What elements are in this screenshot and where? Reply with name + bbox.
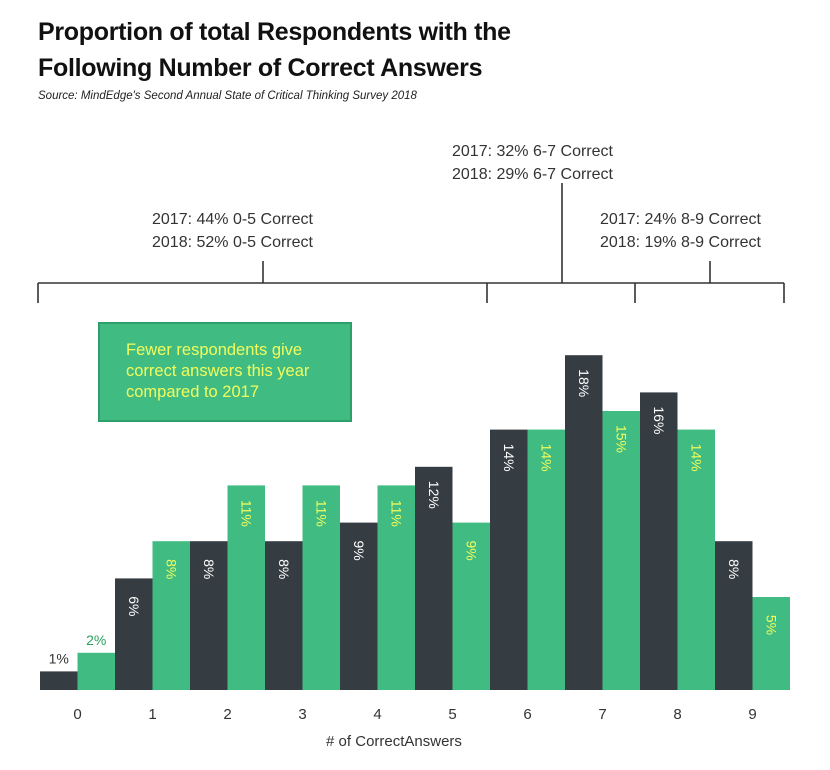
bar-label-2017-3: 8%	[276, 559, 292, 579]
bar-2017-5	[415, 466, 453, 690]
bar-label-2017-6: 14%	[501, 444, 517, 472]
bar-label-2018-0: 2%	[86, 632, 106, 648]
bar-label-2017-4: 9%	[351, 540, 367, 560]
callout-box: Fewer respondents give correct answers t…	[98, 322, 352, 422]
bracket-annotation-0-5: 2017: 44% 0-5 Correct 2018: 52% 0-5 Corr…	[152, 208, 313, 254]
x-axis-title: # of CorrectAnswers	[326, 733, 462, 750]
bars	[40, 355, 790, 690]
bar-label-2017-7: 18%	[576, 369, 592, 397]
chart-title-line-1: Proportion of total Respondents with the	[38, 18, 511, 46]
x-tick-label-5: 5	[448, 706, 456, 723]
x-tick-label-0: 0	[73, 706, 81, 723]
bar-2017-8	[640, 392, 678, 690]
bracket-annotation-line: 2017: 44% 0-5 Correct	[152, 211, 313, 228]
bar-2017-1	[115, 578, 153, 690]
bar-2018-0	[77, 652, 115, 690]
x-tick-labels: 0 1 2 3 4 5 6 7 8 9	[73, 706, 756, 723]
bar-label-2017-1: 6%	[126, 596, 142, 616]
x-tick-label-6: 6	[523, 706, 531, 723]
range-brackets	[37, 183, 785, 303]
callout-line: correct answers this year	[126, 362, 310, 380]
bar-2018-1	[152, 541, 190, 690]
x-tick-label-1: 1	[148, 706, 156, 723]
bar-label-2018-4: 11%	[388, 500, 404, 527]
callout-line: Fewer respondents give	[126, 341, 303, 359]
x-tick-label-3: 3	[298, 706, 306, 723]
bar-label-2018-9: 5%	[763, 615, 779, 635]
bar-label-2018-1: 8%	[163, 559, 179, 579]
bar-2018-5	[452, 522, 490, 690]
bar-2018-9	[752, 597, 790, 690]
bar-label-2017-5: 12%	[426, 481, 442, 509]
bar-label-2018-5: 9%	[463, 540, 479, 560]
x-tick-label-9: 9	[748, 706, 756, 723]
bar-label-2017-2: 8%	[201, 559, 217, 579]
bar-label-2018-6: 14%	[538, 444, 554, 472]
bar-label-2017-0: 1%	[49, 650, 69, 666]
bar-labels: 1% 2% 6% 8% 8% 11% 8% 11% 9% 11% 12% 9% 14% 14% 18% 15%…	[49, 369, 780, 666]
bracket-annotation-line: 2018: 52% 0-5 Correct	[152, 234, 313, 251]
bar-2017-3	[265, 541, 303, 690]
callout-background	[98, 322, 352, 422]
bar-2018-2	[227, 485, 265, 690]
bar-label-2018-3: 11%	[313, 500, 329, 527]
bracket-annotation-8-9: 2017: 24% 8-9 Correct 2018: 19% 8-9 Corr…	[600, 208, 761, 254]
bar-label-2018-7: 15%	[613, 425, 629, 453]
callout-line: compared to 2017	[126, 383, 260, 401]
bar-label-2017-9: 8%	[726, 559, 742, 579]
bar-2018-6	[527, 429, 565, 690]
bar-2017-9	[715, 541, 753, 690]
bracket-annotation-line: 2017: 32% 6-7 Correct	[452, 143, 613, 160]
bracket-annotation-line: 2018: 19% 8-9 Correct	[600, 234, 761, 251]
bar-2017-6	[490, 429, 528, 690]
bar-label-2018-2: 11%	[238, 500, 254, 527]
bar-2017-4	[340, 522, 378, 690]
bar-2017-7	[565, 355, 603, 690]
chart-source: Source: MindEdge's Second Annual State o…	[38, 90, 417, 102]
x-tick-label-8: 8	[673, 706, 681, 723]
bar-2018-8	[677, 429, 715, 690]
bar-2017-2	[190, 541, 228, 690]
bar-2018-4	[377, 485, 415, 690]
bracket-annotation-line: 2017: 24% 8-9 Correct	[600, 211, 761, 228]
bar-label-2017-8: 16%	[651, 406, 667, 434]
bar-2018-3	[302, 485, 340, 690]
x-tick-label-2: 2	[223, 706, 231, 723]
bar-label-2018-8: 14%	[688, 444, 704, 472]
bracket-annotation-6-7: 2017: 32% 6-7 Correct 2018: 29% 6-7 Corr…	[452, 140, 613, 186]
chart-title-line-2: Following Number of Correct Answers	[38, 54, 483, 82]
bracket-annotation-line: 2018: 29% 6-7 Correct	[452, 166, 613, 183]
x-tick-label-7: 7	[598, 706, 606, 723]
bar-2018-7	[602, 411, 640, 690]
bar-2017-0	[40, 671, 78, 690]
x-tick-label-4: 4	[373, 706, 381, 723]
